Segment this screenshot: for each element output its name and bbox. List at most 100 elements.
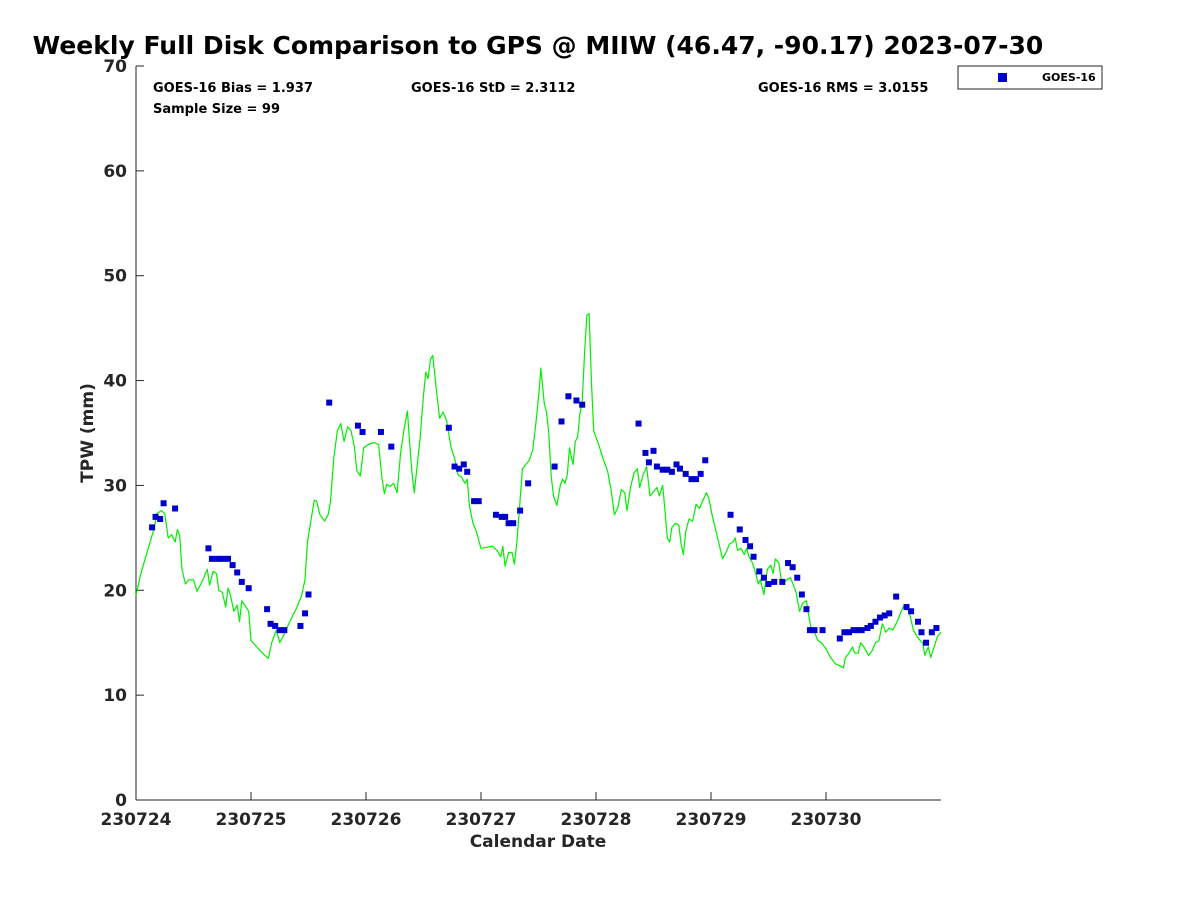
goes-16-point xyxy=(659,466,666,473)
goes-16-point xyxy=(903,604,910,611)
goes-16-point xyxy=(794,574,801,581)
goes-16-point xyxy=(573,397,580,404)
goes-16-point xyxy=(377,428,384,435)
goes-16-point xyxy=(445,424,452,431)
x-tick-label: 230724 xyxy=(101,810,172,830)
goes-16-point xyxy=(645,459,652,466)
goes-16-point xyxy=(234,569,241,576)
y-tick-label: 0 xyxy=(115,791,127,811)
goes-16-point xyxy=(881,612,888,619)
goes-16-point xyxy=(172,505,179,512)
goes-16-point xyxy=(565,393,572,400)
goes-16-point xyxy=(811,627,818,634)
x-axis-ticks: 230724 230725 230726 230727 230728 230729 2307… xyxy=(101,792,862,830)
goes-16-point xyxy=(928,629,935,636)
goes-16-point xyxy=(558,418,565,425)
goes-16-point xyxy=(326,399,333,406)
bias-stat: GOES-16 Bias = 1.937 xyxy=(153,81,313,96)
goes-16-point xyxy=(803,606,810,613)
x-tick-label: 230727 xyxy=(446,810,517,830)
legend-box xyxy=(957,65,1103,90)
legend: GOES-16 xyxy=(957,65,1103,90)
goes-16-point xyxy=(736,526,743,533)
chart-title: Weekly Full Disk Comparison to GPS @ MII… xyxy=(33,31,1044,60)
goes-16-point xyxy=(152,513,159,520)
goes-16-point xyxy=(771,578,778,585)
goes-16-point xyxy=(765,580,772,587)
goes-16-point xyxy=(642,449,649,456)
y-axis-ticks: 0 10 20 30 40 50 60 70 xyxy=(103,57,144,811)
goes-16-point xyxy=(846,629,852,636)
goes-16-point xyxy=(915,618,921,625)
goes-16-point xyxy=(727,511,734,518)
goes-16-point xyxy=(673,461,680,468)
goes-16-point xyxy=(160,500,167,507)
sample-size-stat: Sample Size = 99 xyxy=(153,102,280,117)
gps-series xyxy=(135,312,942,669)
goes-16-point xyxy=(498,513,505,520)
goes-16-point xyxy=(245,585,252,592)
goes-16-point xyxy=(264,606,271,613)
goes-16-point xyxy=(877,614,884,621)
goes-16-point xyxy=(747,543,754,550)
goes-16-point xyxy=(756,568,763,575)
goes-16-point xyxy=(451,463,458,470)
goes-16-point xyxy=(750,553,757,560)
goes-16-point xyxy=(551,463,558,470)
goes-16-point xyxy=(464,468,471,475)
goes-16-point xyxy=(867,622,874,629)
goes-16-point xyxy=(908,608,915,615)
goes-16-point xyxy=(492,511,499,518)
goes-16-point xyxy=(850,627,857,634)
y-tick-label: 40 xyxy=(103,372,127,392)
goes-16-point xyxy=(510,520,517,527)
goes-16-point xyxy=(702,457,709,464)
x-tick-label: 230725 xyxy=(216,810,287,830)
goes-16-point xyxy=(579,401,586,408)
x-axis-label: Calendar Date xyxy=(470,832,607,852)
goes-16-point xyxy=(359,428,366,435)
goes-16-point xyxy=(517,507,524,514)
goes-16-point xyxy=(933,625,940,632)
goes-16-point xyxy=(779,578,786,585)
y-tick-label: 70 xyxy=(103,57,127,77)
goes-16-series xyxy=(149,393,940,646)
goes-16-point xyxy=(918,629,925,636)
goes-16-point xyxy=(886,610,893,617)
goes-16-point xyxy=(354,422,361,429)
goes-16-point xyxy=(267,620,274,627)
goes-16-point xyxy=(225,555,231,562)
goes-16-point xyxy=(650,447,657,454)
goes-16-point xyxy=(798,591,805,598)
goes-16-point xyxy=(456,465,463,472)
goes-16-point xyxy=(760,574,767,581)
y-tick-label: 30 xyxy=(103,476,127,496)
goes-16-point xyxy=(872,618,879,625)
goes-16-point xyxy=(505,520,512,527)
rms-stat: GOES-16 RMS = 3.0155 xyxy=(758,81,928,96)
goes-16-point xyxy=(475,498,482,505)
goes-16-point xyxy=(806,627,813,634)
goes-16-point xyxy=(219,555,226,562)
goes-16-point xyxy=(697,470,704,477)
goes-16-point xyxy=(836,635,843,642)
std-stat: GOES-16 StD = 2.3112 xyxy=(411,81,575,96)
goes-16-point xyxy=(676,465,683,472)
goes-16-point xyxy=(682,470,689,477)
goes-16-point xyxy=(653,463,660,470)
x-tick-label: 230728 xyxy=(561,810,632,830)
goes-16-point xyxy=(157,515,164,522)
legend-label-goes-16: GOES-16 xyxy=(1042,71,1096,84)
goes-16-point xyxy=(276,627,283,634)
goes-16-point xyxy=(214,555,221,562)
x-tick-label: 230729 xyxy=(676,810,747,830)
goes-16-point xyxy=(841,629,848,636)
goes-16-point xyxy=(502,513,509,520)
goes-16-point xyxy=(819,627,826,634)
goes-16-point xyxy=(854,627,861,634)
goes-16-point xyxy=(742,536,749,543)
y-tick-label: 60 xyxy=(103,162,127,182)
goes-16-point xyxy=(238,578,245,585)
goes-16-point xyxy=(664,466,671,473)
legend-marker-goes-16 xyxy=(998,73,1007,82)
